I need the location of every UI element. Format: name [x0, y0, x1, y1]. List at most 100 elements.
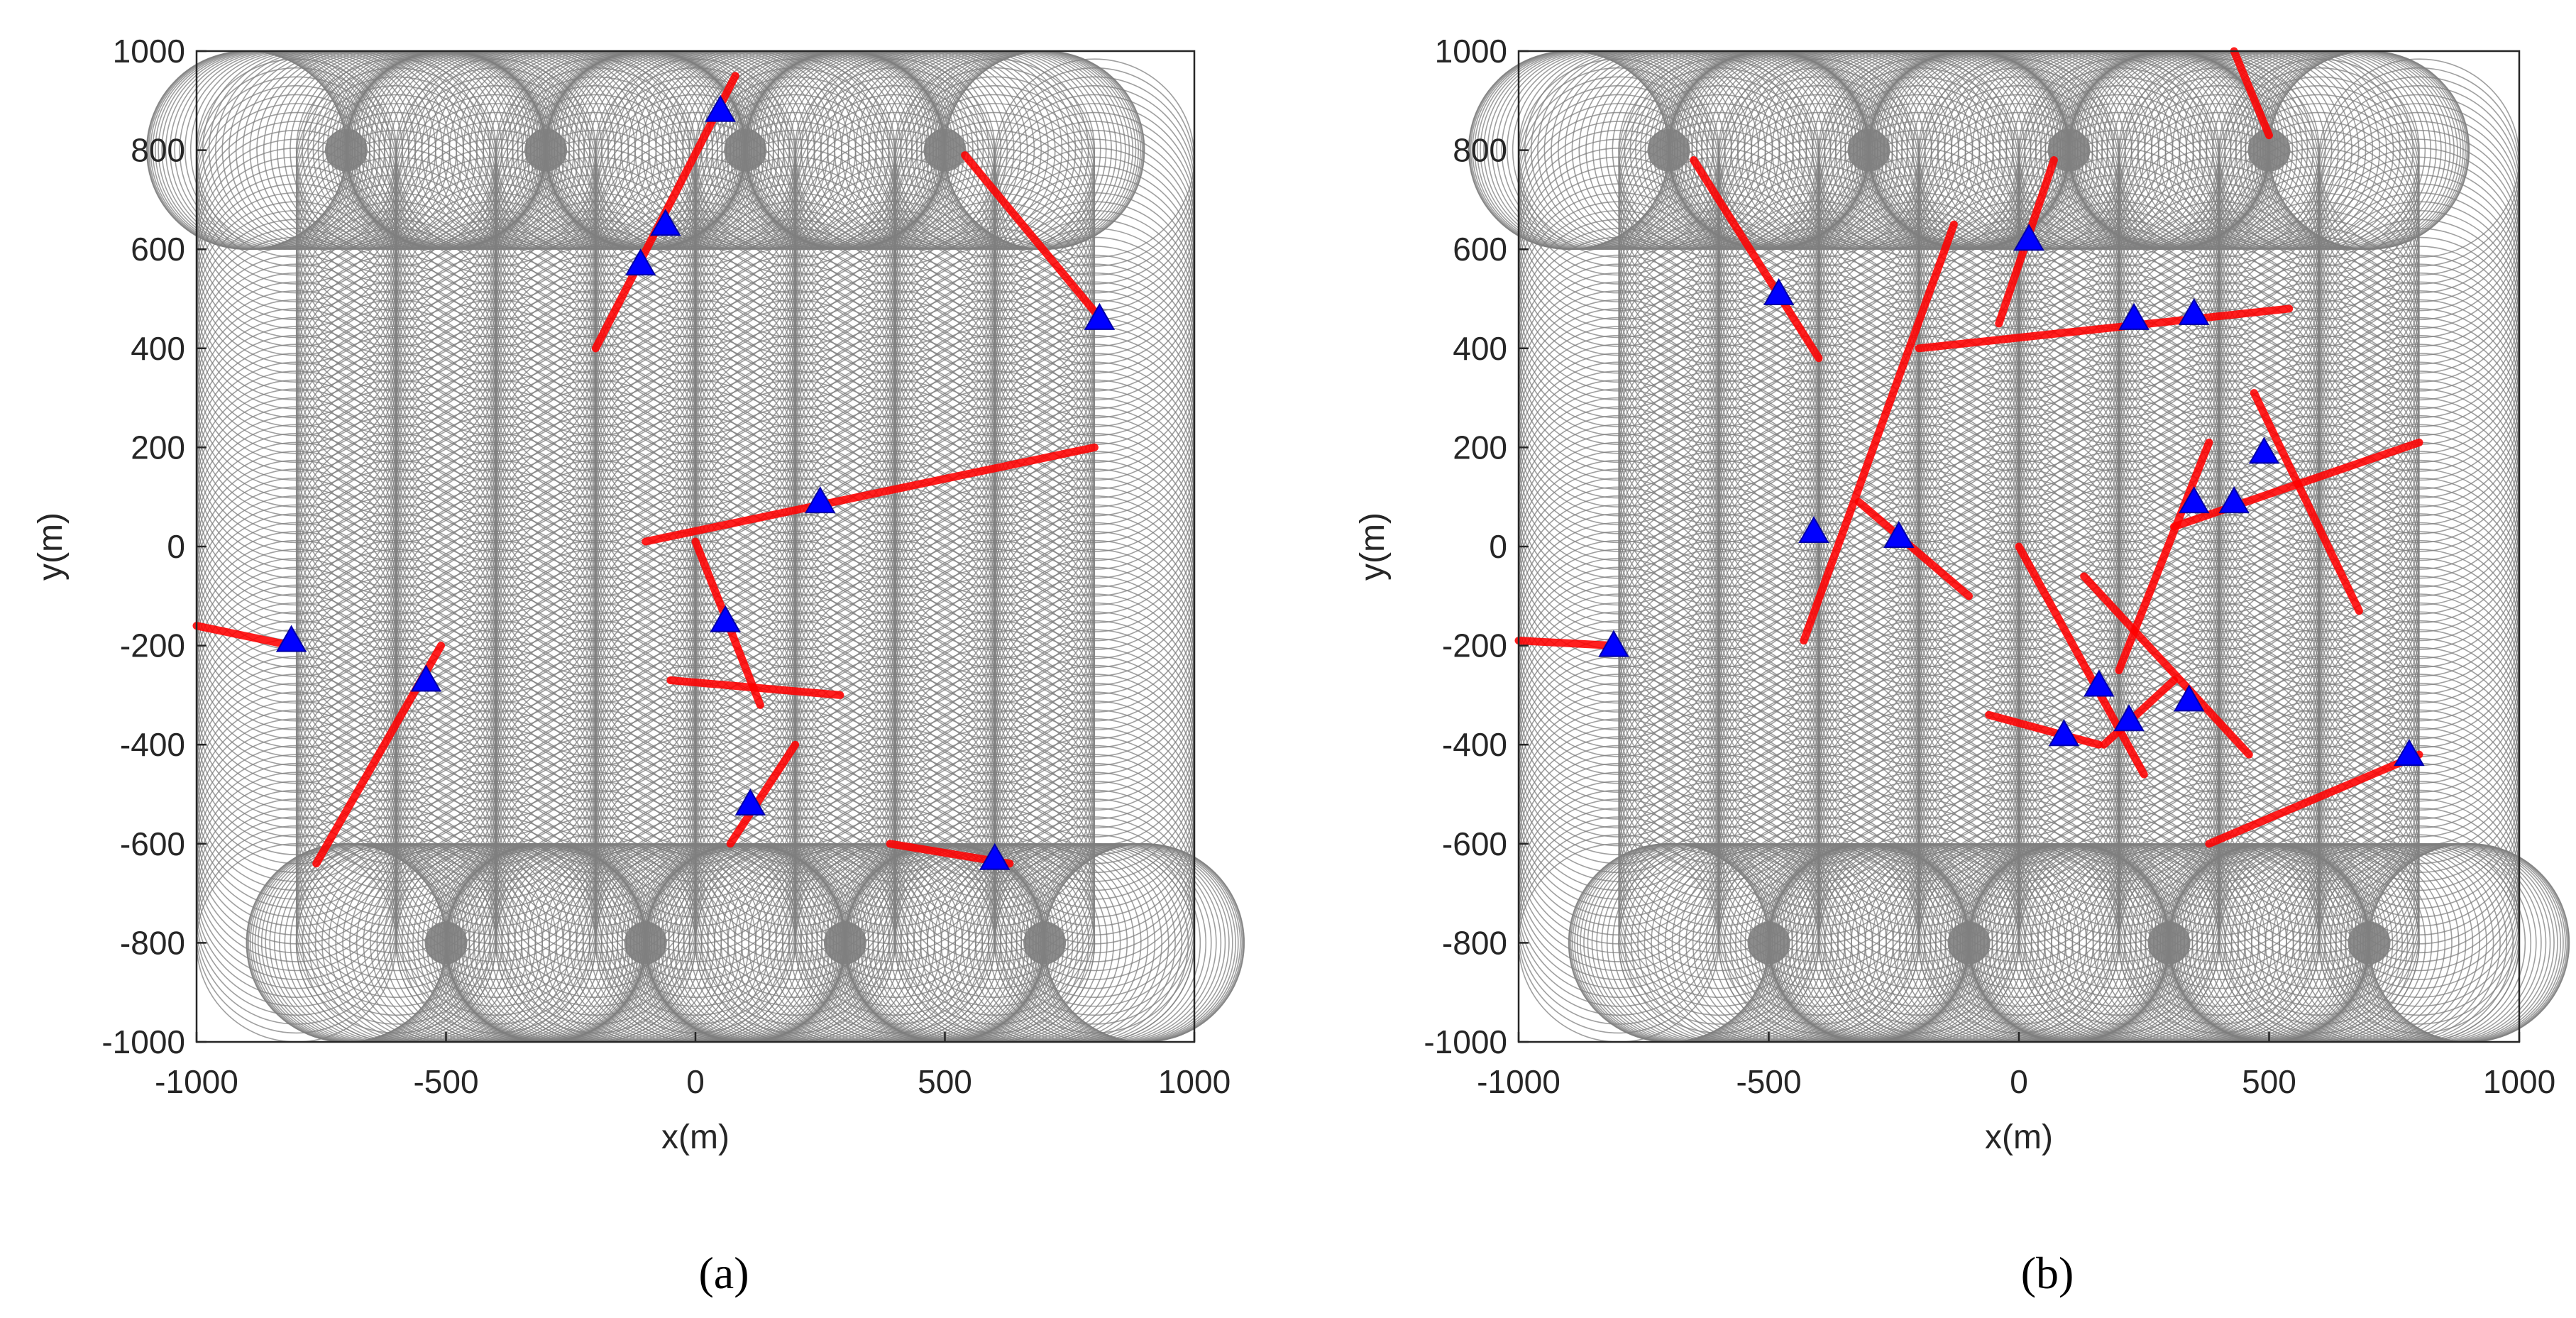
y-tick-label: -600 [120, 825, 185, 862]
x-tick-label: 0 [686, 1063, 705, 1100]
y-tick-label: 0 [1489, 528, 1507, 565]
coverage-loop-hub [1947, 921, 1991, 965]
trajectory-segment [666, 676, 844, 699]
panel-b: -1000 -500 0 500 1000 -1000 -800 -600 -400 -200 0… [1288, 0, 2576, 1318]
panel-caption-a: (a) [698, 1248, 749, 1298]
y-tick-label: 600 [1453, 231, 1507, 268]
y-tick-label: -800 [120, 924, 185, 961]
y-tick-label: 400 [1453, 330, 1507, 367]
target-marker [1883, 521, 1915, 549]
target-marker [1763, 278, 1795, 306]
coverage-loop-hub [424, 921, 468, 965]
coverage-loop-hub [923, 128, 967, 172]
trajectory-segment [1514, 637, 1618, 650]
y-tick-label: -200 [1442, 627, 1507, 664]
coverage-loop-hub [524, 128, 568, 172]
trajectory-segment [961, 151, 1108, 328]
panel-caption-b: (b) [2021, 1248, 2074, 1298]
y-ticks-a: -1000 -800 -600 -400 -200 0 200 400 600 800 1000 [101, 33, 207, 1060]
target-marker [2179, 297, 2210, 325]
coverage-loop-hub [1847, 128, 1890, 172]
x-ticks-b: -1000 -500 0 500 1000 [1477, 1032, 2555, 1100]
x-tick-label: -500 [413, 1063, 478, 1100]
y-tick-label: 400 [131, 330, 185, 367]
coverage-loop-hub [823, 921, 866, 965]
trajectory-segment [2015, 542, 2148, 779]
trajectory-segment [726, 740, 800, 848]
x-tick-label: -1000 [155, 1063, 238, 1100]
x-tick-label: 1000 [2483, 1063, 2555, 1100]
target-marker [2084, 669, 2115, 697]
trajectory-segment [1985, 710, 2103, 749]
trajectory-segment [642, 443, 1099, 546]
coverage-loop-hub [2247, 128, 2291, 172]
trajectory-segment [2115, 438, 2213, 674]
target-marker [2013, 224, 2044, 251]
x-axis-label-b: x(m) [1985, 1119, 2053, 1156]
y-tick-label: 200 [131, 429, 185, 466]
trajectory-segment [2250, 389, 2363, 615]
coverage-loop-hub [324, 128, 368, 172]
coverage-loop-hub [2147, 921, 2191, 965]
trajectory-segment [2100, 676, 2179, 749]
x-tick-label: 500 [2242, 1063, 2296, 1100]
trajectory-segment [2080, 572, 2253, 759]
target-marker [624, 248, 656, 276]
x-tick-label: 1000 [1158, 1063, 1231, 1100]
y-tick-label: 800 [1453, 132, 1507, 169]
y-tick-label: 200 [1453, 429, 1507, 466]
coverage-loop-hub [624, 921, 667, 965]
trajectory-segment [192, 622, 296, 650]
y-tick-label: -1000 [1424, 1023, 1507, 1060]
trajectory-segment [1690, 156, 1823, 363]
y-tick-label: -200 [120, 627, 185, 664]
y-tick-label: 1000 [1435, 33, 1507, 70]
coverage-loop-hub [1747, 921, 1790, 965]
target-marker [705, 94, 736, 122]
coverage-loop-hub [724, 128, 767, 172]
target-marker [710, 605, 741, 632]
y-ticks-b: -1000 -800 -600 -400 -200 0 200 400 600 800 1000 [1424, 33, 1529, 1060]
trajectory-segment [1800, 220, 1958, 645]
y-tick-label: 1000 [113, 33, 185, 70]
x-ticks-a: -1000 -500 0 500 1000 [155, 1032, 1231, 1100]
target-marker [1798, 516, 1829, 544]
trajectory-segment [1915, 304, 2294, 353]
y-tick-label: -400 [1442, 726, 1507, 763]
target-marker [2173, 684, 2205, 712]
y-tick-label: -400 [120, 726, 185, 763]
target-marker [979, 842, 1011, 870]
coverage-loop-hub [1647, 128, 1690, 172]
y-axis-label-b: y(m) [1354, 512, 1392, 581]
x-axis-label-a: x(m) [661, 1119, 730, 1156]
y-tick-label: -800 [1442, 924, 1507, 961]
target-marker [2218, 486, 2250, 514]
y-tick-label: 600 [131, 231, 185, 268]
target-marker [410, 664, 442, 692]
trajectory-segment [1854, 498, 1973, 600]
x-tick-label: 500 [918, 1063, 972, 1100]
y-tick-label: -1000 [101, 1023, 185, 1060]
chart-b: -1000 -500 0 500 1000 -1000 -800 -600 -400 -200 0… [1354, 33, 2570, 1298]
x-tick-label: -500 [1736, 1063, 1801, 1100]
y-tick-label: 0 [167, 528, 185, 565]
x-tick-label: 0 [2010, 1063, 2028, 1100]
y-axis-label-a: y(m) [32, 512, 70, 581]
target-marker [734, 788, 766, 815]
trajectory-segment [2205, 750, 2423, 848]
target-marker [805, 486, 836, 514]
chart-a: -1000 -500 0 500 1000 -1000 -800 -600 -400 -200 0… [32, 33, 1245, 1298]
trajectory-segment [2230, 47, 2273, 140]
y-tick-label: -600 [1442, 825, 1507, 862]
y-tick-label: 800 [131, 132, 185, 169]
targets-a [275, 94, 1116, 870]
x-tick-label: -1000 [1477, 1063, 1561, 1100]
target-marker [2113, 704, 2145, 732]
coverage-loop-hub [1023, 921, 1067, 965]
target-marker [650, 209, 681, 236]
target-marker [1084, 302, 1116, 330]
target-marker [2248, 436, 2280, 464]
target-marker [2048, 719, 2080, 747]
panel-a: -1000 -500 0 500 1000 -1000 -800 -600 -400 -200 0… [32, 33, 1245, 1298]
target-marker [2179, 486, 2210, 514]
